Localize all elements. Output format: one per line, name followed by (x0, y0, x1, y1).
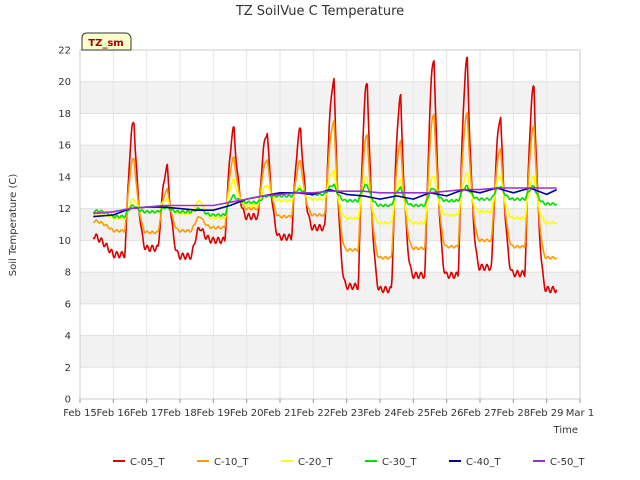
x-tick-label: Feb 16 (97, 408, 131, 419)
series-line-c-20-t (93, 169, 558, 225)
x-tick-label: Feb 19 (197, 408, 231, 419)
y-tick-label: 12 (58, 204, 71, 215)
series-line-c-50-t (93, 187, 557, 215)
y-tick-label: 20 (58, 77, 71, 88)
chart-title: TZ SoilVue C Temperature (235, 4, 404, 19)
legend-label: C-20_T (298, 457, 333, 468)
x-tick-label: Feb 29 (530, 408, 564, 419)
legend: C-05_T C-10_T C-20_T C-30_T C-40_T C-50_T (113, 457, 585, 468)
y-tick-label: 10 (58, 236, 71, 247)
x-tick-label: Feb 21 (263, 408, 297, 419)
y-axis-ticks: 0 2 4 6 8 10 12 14 16 18 20 22 (58, 46, 71, 406)
y-tick-label: 0 (65, 395, 71, 406)
x-tick-label: Feb 23 (330, 408, 364, 419)
x-tick-label: Feb 15 (63, 408, 97, 419)
x-tick-label: Mar 1 (566, 408, 594, 419)
y-tick-label: 6 (65, 299, 71, 310)
y-tick-label: 22 (58, 46, 71, 57)
y-tick-label: 2 (65, 363, 71, 374)
plot-frame (79, 49, 581, 400)
x-tick-label: Feb 18 (163, 408, 197, 419)
grid-band (80, 272, 580, 304)
legend-label: C-40_T (466, 457, 501, 468)
y-axis-label: Soil Temperature (C) (8, 174, 19, 277)
legend-label: C-30_T (382, 457, 417, 468)
x-tick-label: Feb 26 (430, 408, 464, 419)
x-tick-label: Feb 28 (497, 408, 531, 419)
x-tick-label: Feb 24 (363, 408, 397, 419)
grid-band (80, 335, 580, 368)
legend-label: C-05_T (130, 457, 165, 468)
station-badge: TZ_sm (81, 32, 132, 51)
x-tick-label: Feb 22 (297, 408, 331, 419)
x-axis-ticks: Feb 15 Feb 16 Feb 17 Feb 18 Feb 19 Feb 20 Feb … (63, 399, 594, 419)
series-line-c-30-t (93, 183, 558, 219)
legend-label: C-10_T (214, 457, 249, 468)
y-tick-label: 18 (58, 109, 71, 120)
y-tick-label: 14 (58, 172, 71, 183)
x-tick-label: Feb 20 (230, 408, 264, 419)
x-axis-label: Time (553, 425, 578, 436)
x-tick-label: Feb 27 (463, 408, 497, 419)
legend-label: C-50_T (550, 457, 585, 468)
station-badge-label: TZ_sm (88, 38, 123, 49)
y-tick-label: 16 (58, 141, 71, 152)
y-tick-label: 8 (65, 268, 71, 279)
series-lines (92, 56, 558, 294)
x-tick-label: Feb 17 (130, 408, 164, 419)
series-line-c-40-t (93, 187, 558, 218)
y-tick-label: 4 (65, 331, 71, 342)
grid-band (80, 208, 580, 241)
x-tick-label: Feb 25 (397, 408, 431, 419)
